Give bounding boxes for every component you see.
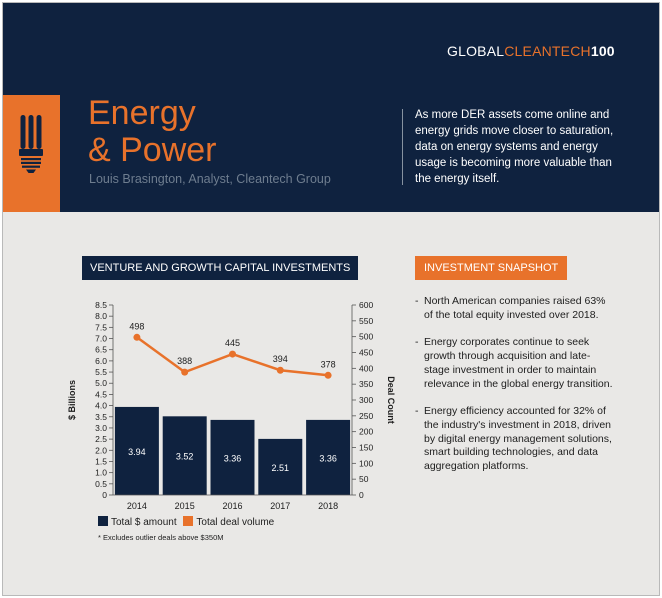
x-axis-tick-label: 2015 xyxy=(175,501,195,511)
right-axis-tick-label: 150 xyxy=(359,443,373,453)
light-bulb-icon xyxy=(19,115,43,173)
y-axis-title: $ Billions xyxy=(67,380,77,420)
bar-value-label: 3.52 xyxy=(176,452,194,462)
x-axis-tick-label: 2014 xyxy=(127,501,147,511)
icon-box xyxy=(3,95,60,212)
author-line: Louis Brasington, Analyst, Cleantech Gro… xyxy=(89,172,331,186)
chart-footnote: * Excludes outlier deals above $350M xyxy=(98,533,224,542)
right-axis-tick-label: 100 xyxy=(359,458,373,468)
bar-value-label: 2.51 xyxy=(272,463,290,473)
y2-axis-title: Deal Count xyxy=(386,376,396,424)
header-divider xyxy=(402,109,403,185)
bullet-text: Energy corporates continue to seek growt… xyxy=(424,336,613,390)
left-axis-tick-label: 0 xyxy=(102,490,107,500)
bar-2017 xyxy=(258,438,303,495)
page-title: Energy & Power xyxy=(88,95,217,169)
brand-part-cleantech: CLEANTECH xyxy=(504,43,591,59)
deal-volume-point xyxy=(181,368,189,376)
bar-value-label: 3.36 xyxy=(224,453,242,463)
deal-volume-point xyxy=(324,371,332,379)
left-axis-tick-label: 6.0 xyxy=(95,356,107,366)
left-axis-tick-label: 4.0 xyxy=(95,401,107,411)
left-axis-tick-label: 3.0 xyxy=(95,423,107,433)
title-line-2: & Power xyxy=(88,131,217,169)
bar-2014 xyxy=(114,406,159,495)
left-axis-tick-label: 5.0 xyxy=(95,378,107,388)
right-axis-tick-label: 400 xyxy=(359,363,373,373)
bar-2018 xyxy=(306,419,351,495)
bullet-item: - Energy corporates continue to seek grow… xyxy=(415,336,615,391)
right-axis-tick-label: 0 xyxy=(359,490,364,500)
deal-volume-label: 388 xyxy=(177,356,192,366)
right-axis-tick-label: 550 xyxy=(359,316,373,326)
left-axis-tick-label: 1.0 xyxy=(95,468,107,478)
bullet-text: Energy efficiency accounted for 32% of t… xyxy=(424,405,612,473)
right-axis-tick-label: 50 xyxy=(359,474,369,484)
legend-swatch-line xyxy=(183,516,194,526)
legend-label-line: Total deal volume xyxy=(196,517,275,528)
right-axis-tick-label: 300 xyxy=(359,395,373,405)
legend-item-bar: Total $ amount xyxy=(98,516,177,528)
left-axis-tick-label: 7.5 xyxy=(95,322,107,332)
bullet-text: North American companies raised 63% of t… xyxy=(424,295,606,321)
right-axis-tick-label: 450 xyxy=(359,348,373,358)
investment-chart: 00.51.01.52.02.53.03.54.04.55.05.56.06.5… xyxy=(67,300,396,511)
right-axis-tick-label: 200 xyxy=(359,427,373,437)
chart-legend: Total $ amount Total deal volume xyxy=(98,516,278,528)
x-axis-tick-label: 2016 xyxy=(222,501,242,511)
x-axis-tick-label: 2017 xyxy=(270,501,290,511)
header-banner: GLOBALCLEANTECH100 Energy & Power Louis … xyxy=(3,3,659,212)
brand-logo: GLOBALCLEANTECH100 xyxy=(447,43,615,59)
bar-2016 xyxy=(210,419,255,495)
brand-part-global: GLOBAL xyxy=(447,43,505,59)
brand-part-100: 100 xyxy=(590,43,615,59)
left-axis-tick-label: 4.5 xyxy=(95,389,107,399)
venture-section-label: VENTURE AND GROWTH CAPITAL INVESTMENTS xyxy=(82,256,359,280)
legend-label-bar: Total $ amount xyxy=(111,517,177,528)
bar-value-label: 3.94 xyxy=(128,447,146,457)
snapshot-bullets: - North American companies raised 63% of … xyxy=(415,295,615,488)
left-axis-tick-label: 2.0 xyxy=(95,445,107,455)
left-axis-tick-label: 6.5 xyxy=(95,345,107,355)
right-axis-tick-label: 250 xyxy=(359,411,373,421)
left-axis-tick-label: 2.5 xyxy=(95,434,107,444)
left-axis-tick-label: 5.5 xyxy=(95,367,107,377)
deal-volume-label: 445 xyxy=(225,338,240,348)
left-axis-tick-label: 0.5 xyxy=(95,479,107,489)
bar-2015 xyxy=(162,416,207,495)
right-axis-tick-label: 500 xyxy=(359,332,373,342)
x-axis-tick-label: 2018 xyxy=(318,501,338,511)
left-axis-tick-label: 8.5 xyxy=(95,300,107,310)
intro-text: As more DER assets come online and energ… xyxy=(415,109,614,185)
left-axis-tick-label: 1.5 xyxy=(95,456,107,466)
left-axis-tick-label: 7.0 xyxy=(95,334,107,344)
right-axis-tick-label: 600 xyxy=(359,300,373,310)
deal-volume-label: 378 xyxy=(321,359,336,369)
deal-volume-label: 394 xyxy=(273,354,288,364)
snapshot-section-label: INVESTMENT SNAPSHOT xyxy=(415,256,568,280)
left-axis-tick-label: 8.0 xyxy=(95,311,107,321)
deal-volume-point xyxy=(133,333,141,341)
deal-volume-point xyxy=(276,366,284,374)
bar-value-label: 3.36 xyxy=(319,453,337,463)
legend-item-line: Total deal volume xyxy=(183,516,274,528)
legend-swatch-bar xyxy=(98,516,108,526)
right-axis-tick-label: 350 xyxy=(359,379,373,389)
deal-volume-point xyxy=(229,350,236,358)
left-axis-tick-label: 3.5 xyxy=(95,412,107,422)
title-line-1: Energy xyxy=(88,94,196,132)
bullet-item: - Energy efficiency accounted for 32% of … xyxy=(415,405,615,474)
bullet-item: - North American companies raised 63% of … xyxy=(415,295,615,322)
deal-volume-label: 498 xyxy=(129,321,144,331)
